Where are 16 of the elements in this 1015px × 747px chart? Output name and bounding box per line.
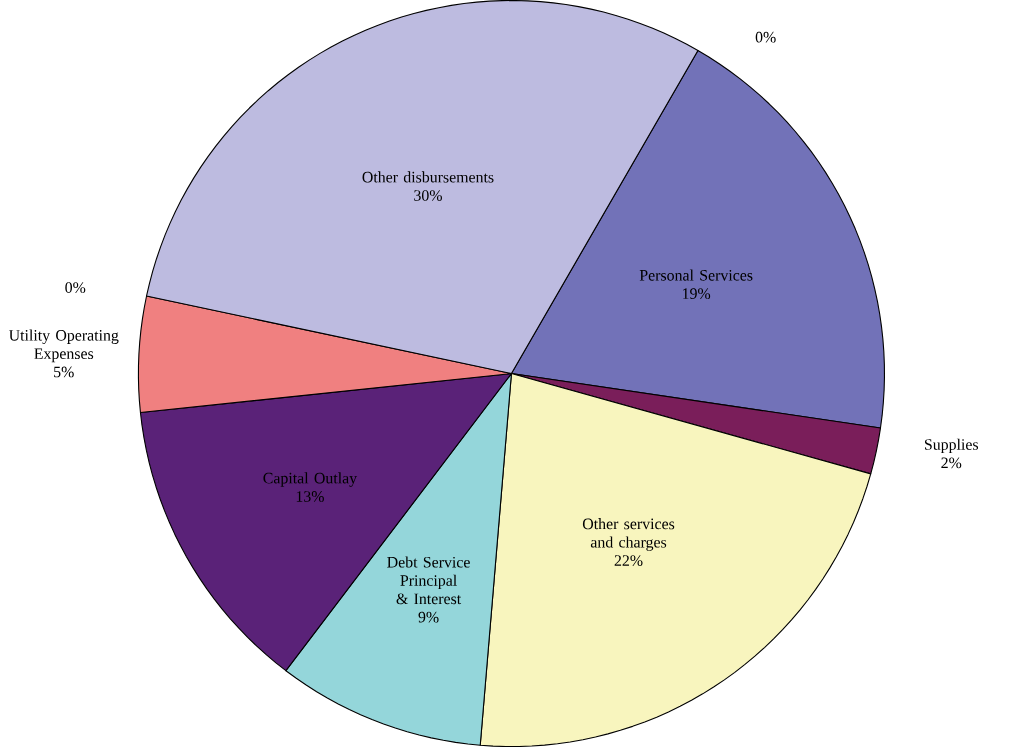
data-label: 5% bbox=[54, 366, 74, 378]
slice-label: Other disbursements bbox=[362, 171, 494, 183]
data-label: 19% bbox=[683, 288, 711, 299]
text: 0% bbox=[65, 282, 86, 293]
text: 0% bbox=[755, 31, 776, 43]
data-label: 30% bbox=[414, 190, 442, 201]
slice-label: Debt Service Principal & Interest bbox=[387, 556, 470, 605]
slice-label: Personal Services bbox=[639, 269, 753, 281]
slice-label: Utility Operating Expenses bbox=[8, 329, 119, 363]
data-label: 13% bbox=[296, 491, 324, 502]
slice-label: Other services and charges bbox=[582, 518, 675, 551]
slice-label: Capital Outlay bbox=[263, 472, 358, 487]
data-label: 9% bbox=[418, 611, 439, 623]
data-label: 2% bbox=[941, 457, 962, 469]
slice-label: Supplies bbox=[924, 438, 979, 454]
data-label: 22% bbox=[614, 555, 643, 566]
